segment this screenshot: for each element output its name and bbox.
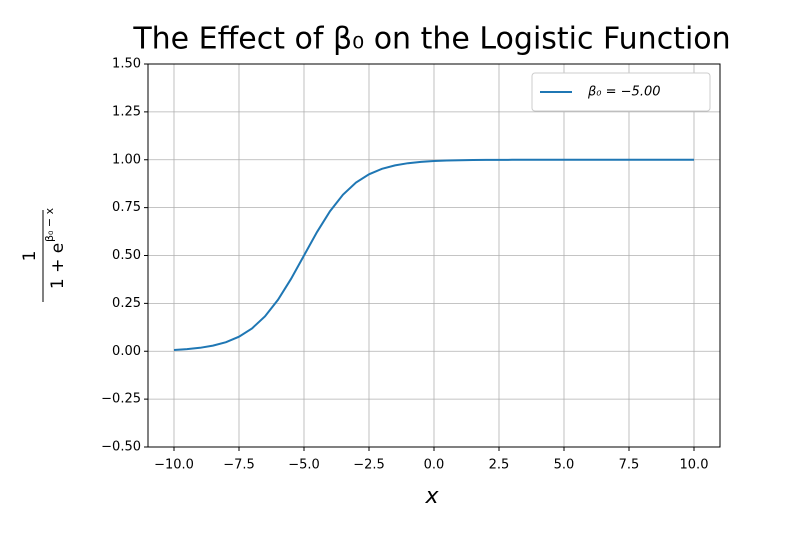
y-axis-label: 1 1 + e β₀ − x (20, 207, 68, 302)
chart-title: The Effect of β₀ on the Logistic Functio… (132, 22, 730, 57)
y-tick-label: 0.00 (112, 344, 141, 359)
legend-label: β₀ = −5.00 (587, 85, 661, 100)
y-tick-label: 1.25 (112, 104, 141, 119)
x-tick-label: 7.5 (619, 458, 640, 473)
x-tick-label: −10.0 (154, 458, 194, 473)
y-tick-label: −0.50 (101, 440, 141, 455)
y-label-exponent: β₀ − x (43, 207, 56, 242)
y-tick-label: 1.00 (112, 152, 141, 167)
x-tick-label: 10.0 (680, 458, 709, 473)
y-label-numerator: 1 (20, 251, 40, 262)
x-tick-label: −2.5 (353, 458, 385, 473)
legend: β₀ = −5.00 (531, 72, 711, 112)
y-tick-label: 0.25 (112, 296, 141, 311)
y-tick-label: 0.75 (112, 200, 141, 215)
y-tick-label: 0.50 (112, 248, 141, 263)
x-tick-label: 0.0 (424, 458, 445, 473)
x-tick-label: −7.5 (223, 458, 255, 473)
y-tick-label: 1.50 (112, 57, 141, 72)
x-tick-label: −5.0 (288, 458, 320, 473)
y-tick-label: −0.25 (101, 392, 141, 407)
x-axis-label: x (424, 484, 439, 509)
legend-box (531, 72, 711, 112)
plot-frame (147, 63, 721, 448)
x-tick-label: 2.5 (489, 458, 510, 473)
x-tick-label: 5.0 (554, 458, 575, 473)
plot-area: −0.50 −0.25 0.00 0.25 0.50 0.75 1.00 1.25 1.50 −1… (101, 57, 721, 473)
y-label-denominator: 1 + e (48, 243, 68, 289)
data-line (173, 158, 694, 351)
